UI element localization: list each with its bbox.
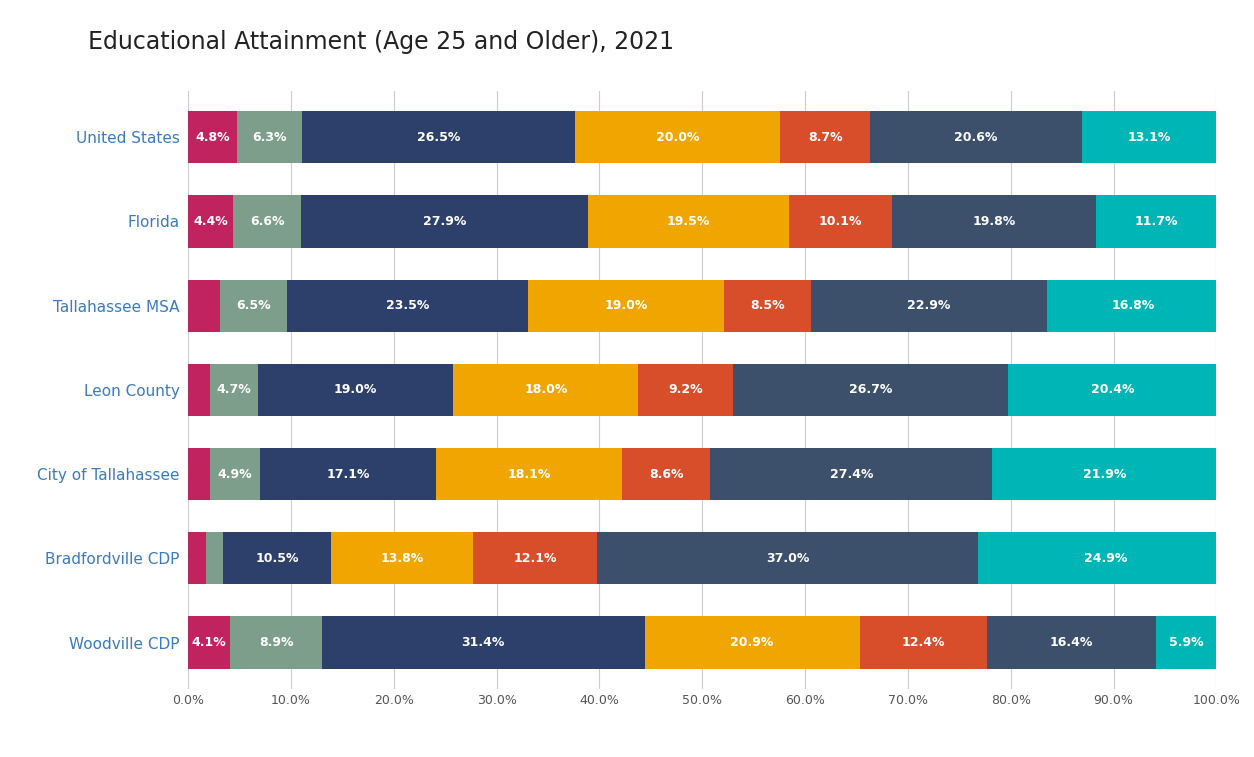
- Text: 19.0%: 19.0%: [334, 383, 377, 397]
- Text: 20.0%: 20.0%: [656, 131, 700, 144]
- Bar: [645, 616, 859, 668]
- Bar: [188, 195, 233, 248]
- Text: 10.1%: 10.1%: [819, 215, 863, 228]
- Text: 20.6%: 20.6%: [954, 131, 997, 144]
- Bar: [260, 448, 436, 500]
- Bar: [893, 195, 1096, 248]
- Text: 18.1%: 18.1%: [508, 468, 551, 481]
- Bar: [237, 111, 302, 164]
- Bar: [978, 532, 1234, 584]
- Bar: [987, 616, 1156, 668]
- Bar: [638, 364, 734, 416]
- Bar: [231, 616, 322, 668]
- Text: 27.9%: 27.9%: [423, 215, 466, 228]
- Text: 21.9%: 21.9%: [1083, 468, 1126, 481]
- Text: 16.8%: 16.8%: [1111, 299, 1155, 312]
- Text: 4.7%: 4.7%: [217, 383, 251, 397]
- Bar: [287, 279, 528, 332]
- Bar: [188, 111, 237, 164]
- Bar: [258, 364, 454, 416]
- Text: 17.1%: 17.1%: [326, 468, 370, 481]
- Bar: [870, 111, 1082, 164]
- Text: 22.9%: 22.9%: [908, 299, 951, 312]
- Bar: [322, 616, 645, 668]
- Bar: [528, 279, 724, 332]
- Bar: [588, 195, 789, 248]
- Bar: [209, 364, 258, 416]
- Text: 31.4%: 31.4%: [461, 636, 505, 649]
- Text: 4.4%: 4.4%: [193, 215, 228, 228]
- Text: 19.0%: 19.0%: [604, 299, 648, 312]
- Bar: [859, 616, 987, 668]
- Bar: [209, 448, 260, 500]
- Bar: [734, 364, 1008, 416]
- Text: 8.9%: 8.9%: [258, 636, 293, 649]
- Text: 19.5%: 19.5%: [667, 215, 710, 228]
- Text: 19.8%: 19.8%: [973, 215, 1016, 228]
- Text: 4.8%: 4.8%: [196, 131, 229, 144]
- Text: 18.0%: 18.0%: [524, 383, 568, 397]
- Text: 12.4%: 12.4%: [902, 636, 946, 649]
- Text: 5.9%: 5.9%: [1169, 636, 1204, 649]
- Text: 12.1%: 12.1%: [513, 552, 557, 565]
- Bar: [188, 532, 206, 584]
- Text: 10.5%: 10.5%: [256, 552, 298, 565]
- Text: 8.7%: 8.7%: [808, 131, 843, 144]
- Bar: [711, 448, 992, 500]
- Bar: [302, 111, 574, 164]
- Bar: [219, 279, 287, 332]
- Bar: [992, 448, 1218, 500]
- Text: 6.5%: 6.5%: [236, 299, 271, 312]
- Bar: [188, 448, 209, 500]
- Bar: [724, 279, 811, 332]
- Bar: [454, 364, 638, 416]
- Bar: [597, 532, 978, 584]
- Bar: [473, 532, 597, 584]
- Bar: [188, 364, 209, 416]
- Text: 23.5%: 23.5%: [386, 299, 429, 312]
- Bar: [206, 532, 223, 584]
- Text: 13.1%: 13.1%: [1127, 131, 1171, 144]
- Bar: [1096, 195, 1216, 248]
- Text: 13.8%: 13.8%: [380, 552, 424, 565]
- Bar: [1047, 279, 1219, 332]
- Bar: [1082, 111, 1216, 164]
- Bar: [436, 448, 622, 500]
- Text: 4.1%: 4.1%: [192, 636, 227, 649]
- Bar: [789, 195, 893, 248]
- Text: 6.6%: 6.6%: [250, 215, 285, 228]
- Text: 8.6%: 8.6%: [650, 468, 683, 481]
- Text: Educational Attainment (Age 25 and Older), 2021: Educational Attainment (Age 25 and Older…: [88, 30, 673, 55]
- Text: 37.0%: 37.0%: [766, 552, 809, 565]
- Bar: [223, 532, 331, 584]
- Text: 27.4%: 27.4%: [830, 468, 873, 481]
- Text: 20.4%: 20.4%: [1091, 383, 1135, 397]
- Bar: [574, 111, 780, 164]
- Bar: [1156, 616, 1216, 668]
- Text: 24.9%: 24.9%: [1085, 552, 1127, 565]
- Text: 26.7%: 26.7%: [849, 383, 892, 397]
- Bar: [331, 532, 473, 584]
- Text: 9.2%: 9.2%: [668, 383, 703, 397]
- Text: 6.3%: 6.3%: [252, 131, 287, 144]
- Bar: [188, 279, 219, 332]
- Text: 11.7%: 11.7%: [1135, 215, 1178, 228]
- Text: 8.5%: 8.5%: [750, 299, 785, 312]
- Bar: [1008, 364, 1218, 416]
- Text: 16.4%: 16.4%: [1050, 636, 1093, 649]
- Bar: [301, 195, 588, 248]
- Text: 20.9%: 20.9%: [730, 636, 774, 649]
- Bar: [780, 111, 870, 164]
- Text: 4.9%: 4.9%: [218, 468, 252, 481]
- Bar: [811, 279, 1047, 332]
- Bar: [622, 448, 711, 500]
- Bar: [233, 195, 301, 248]
- Bar: [188, 616, 231, 668]
- Text: 26.5%: 26.5%: [416, 131, 460, 144]
